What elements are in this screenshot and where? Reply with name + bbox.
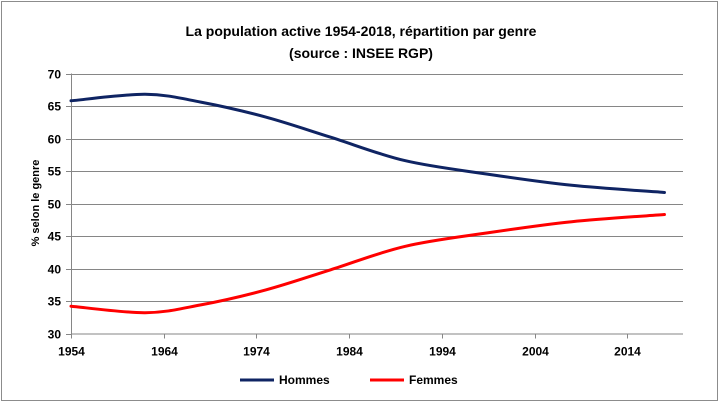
- y-tick-label: 65: [48, 100, 62, 114]
- series-line-femmes: [69, 213, 666, 315]
- x-tick-label: 1984: [336, 345, 363, 359]
- chart-title-block: La population active 1954-2018, répartit…: [0, 20, 722, 64]
- y-tick-label: 40: [48, 263, 62, 277]
- y-tick-label: 60: [48, 133, 62, 147]
- chart-subtitle: (source : INSEE RGP): [289, 45, 433, 61]
- x-tick-label: 1964: [151, 345, 178, 359]
- legend-label: Femmes: [409, 373, 458, 387]
- chart-title: La population active 1954-2018, répartit…: [185, 23, 537, 39]
- y-tick-label: 35: [48, 295, 62, 309]
- y-tick-label: 55: [48, 165, 62, 179]
- x-tick-label: 1954: [58, 345, 85, 359]
- legend-label: Hommes: [279, 373, 330, 387]
- series-line-hommes: [69, 92, 666, 194]
- x-tick-label: 2014: [614, 345, 641, 359]
- x-tick-label: 2004: [522, 345, 549, 359]
- y-tick-label: 70: [48, 68, 62, 82]
- y-tick-label: 50: [48, 198, 62, 212]
- x-tick-label: 1974: [243, 345, 270, 359]
- legend-item-femmes: Femmes: [370, 373, 458, 387]
- y-tick-label: 45: [48, 230, 62, 244]
- y-tick-label: 30: [48, 328, 62, 342]
- chart-frame: [1, 1, 718, 401]
- y-axis-label: % selon le genre: [30, 160, 42, 247]
- legend-item-hommes: Hommes: [240, 373, 330, 387]
- x-tick-label: 1994: [429, 345, 456, 359]
